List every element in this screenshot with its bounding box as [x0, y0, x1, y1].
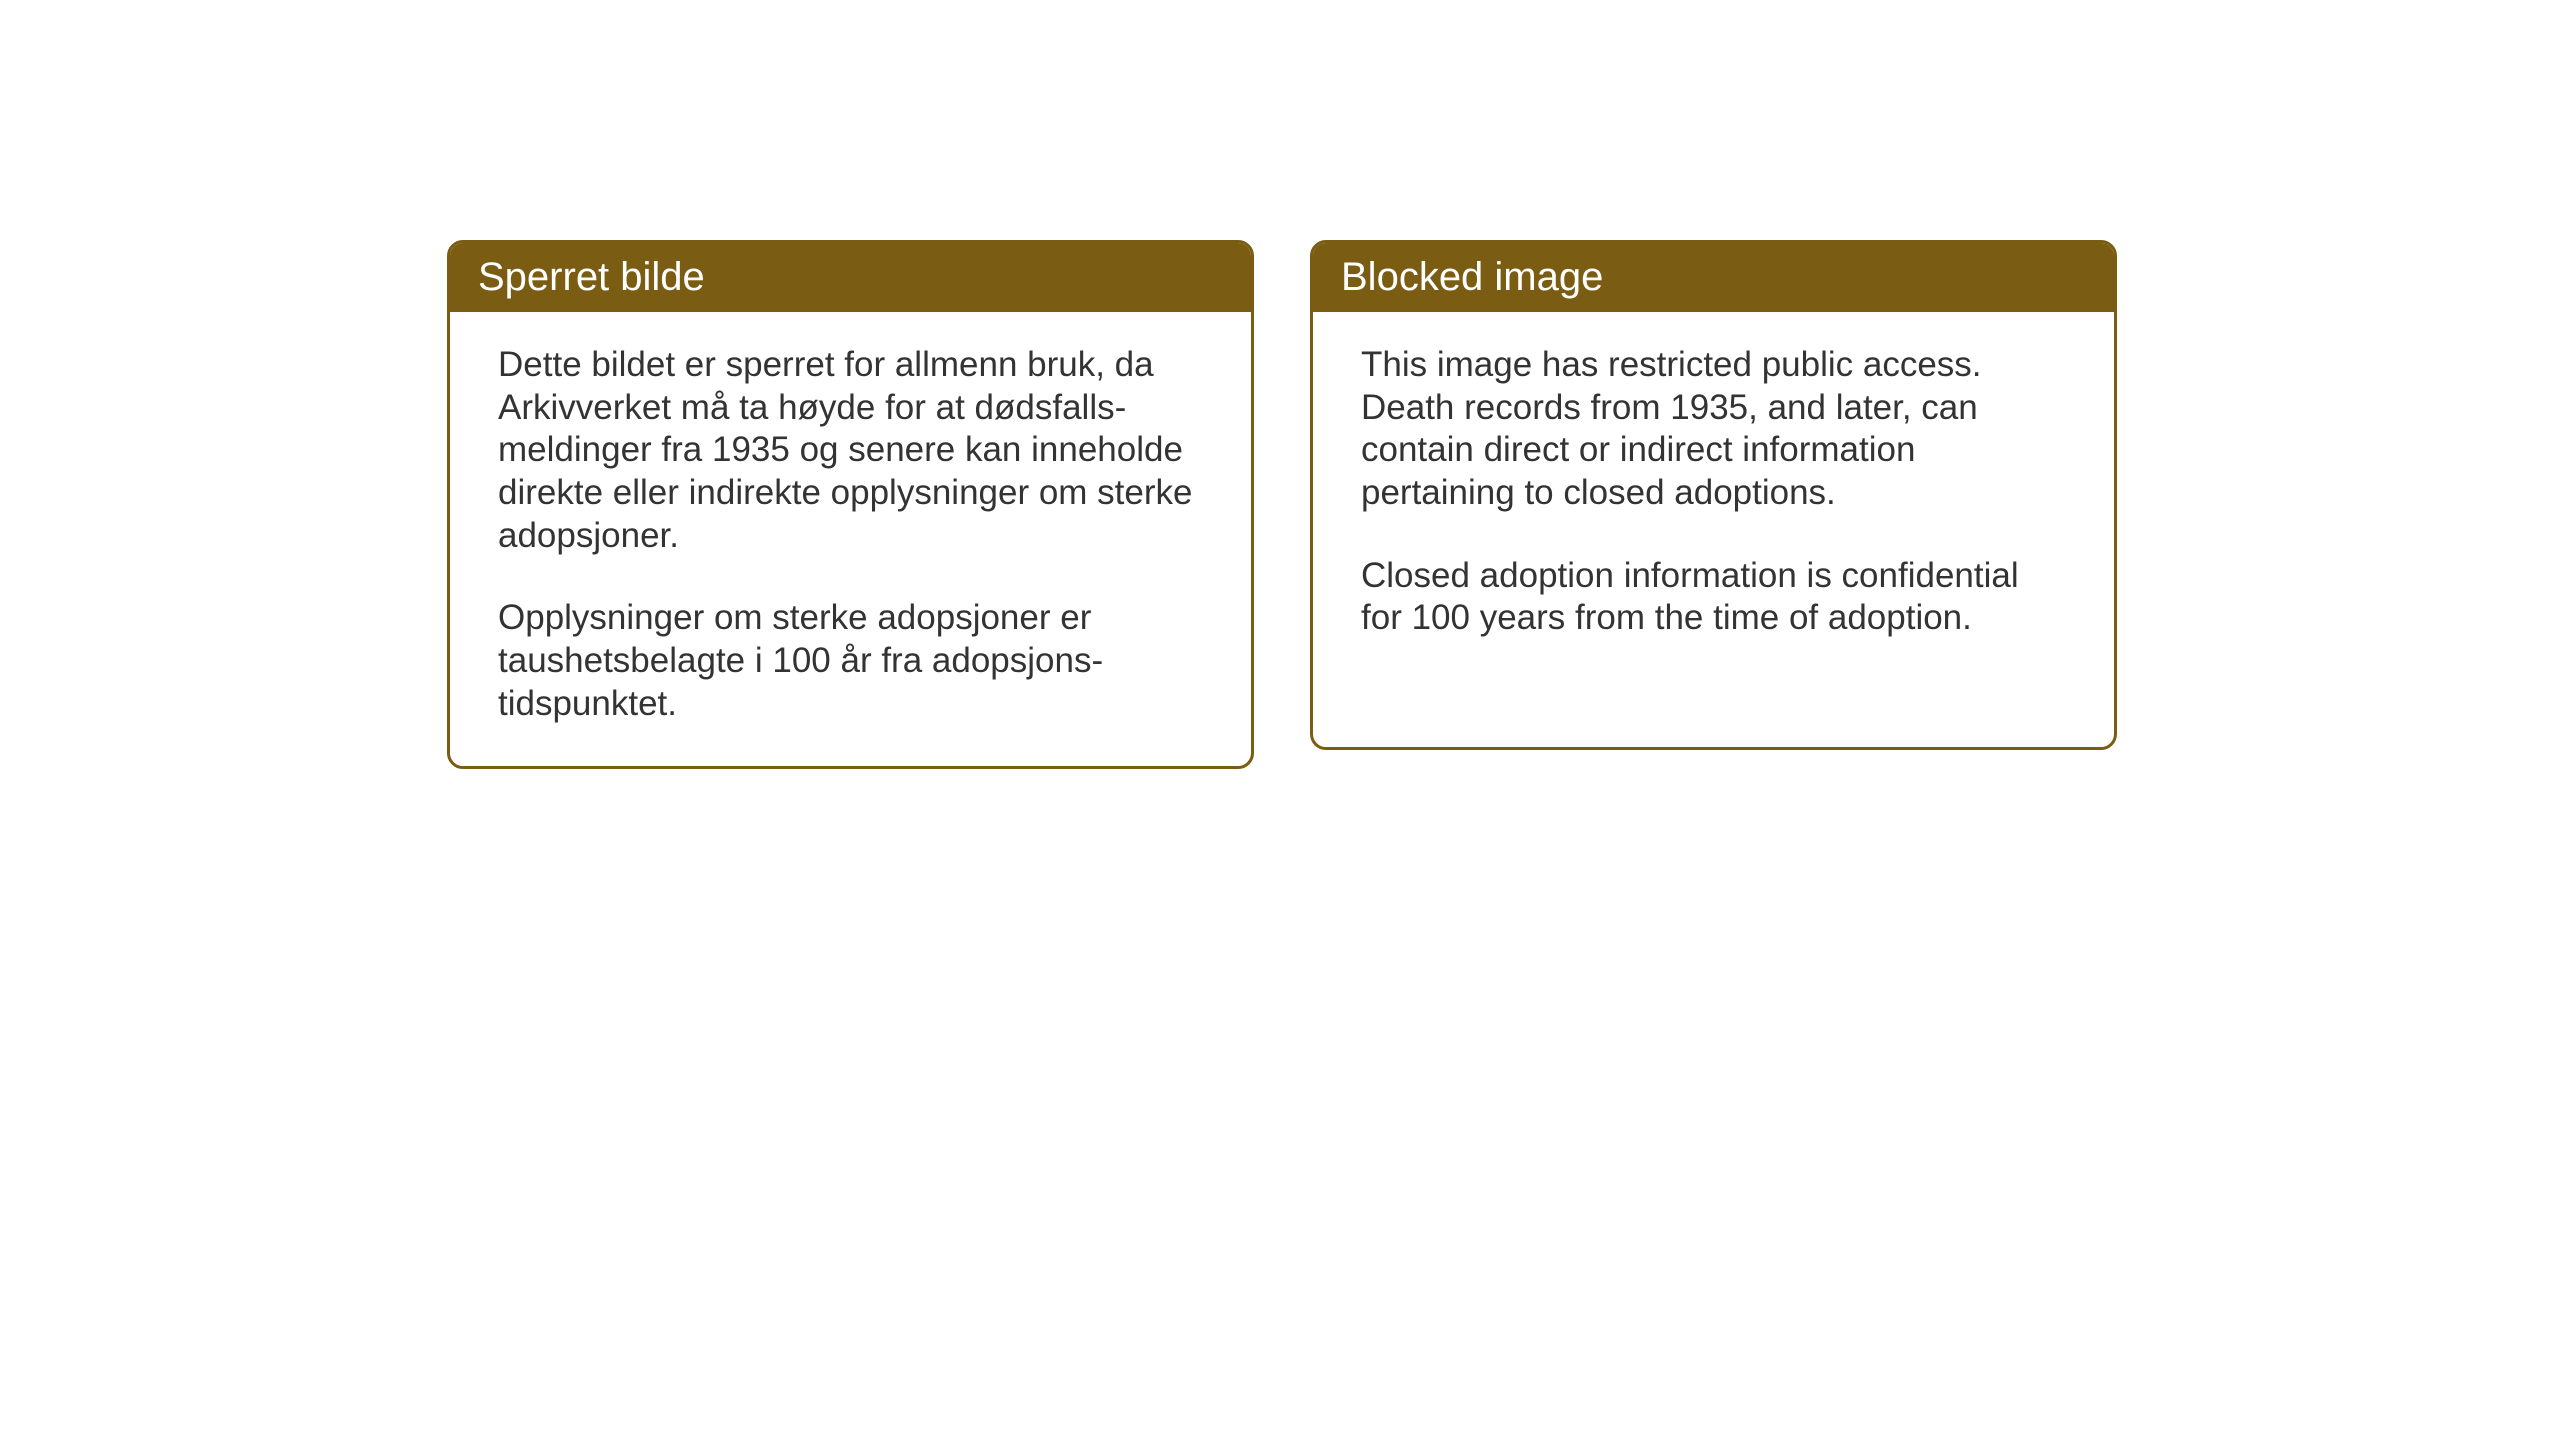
notice-box-english: Blocked image This image has restricted … [1310, 240, 2117, 750]
notice-title-english: Blocked image [1341, 255, 2086, 300]
notice-header-english: Blocked image [1313, 243, 2114, 312]
notice-paragraph-2-english: Closed adoption information is confident… [1361, 555, 2066, 640]
notice-body-english: This image has restricted public access.… [1313, 312, 2114, 680]
notice-paragraph-1-norwegian: Dette bildet er sperret for allmenn bruk… [498, 344, 1203, 557]
notice-paragraph-1-english: This image has restricted public access.… [1361, 344, 2066, 515]
notice-title-norwegian: Sperret bilde [478, 255, 1223, 300]
notice-header-norwegian: Sperret bilde [450, 243, 1251, 312]
notice-paragraph-2-norwegian: Opplysninger om sterke adopsjoner er tau… [498, 597, 1203, 725]
notice-box-norwegian: Sperret bilde Dette bildet er sperret fo… [447, 240, 1254, 769]
notice-body-norwegian: Dette bildet er sperret for allmenn bruk… [450, 312, 1251, 766]
notice-container: Sperret bilde Dette bildet er sperret fo… [447, 240, 2117, 769]
